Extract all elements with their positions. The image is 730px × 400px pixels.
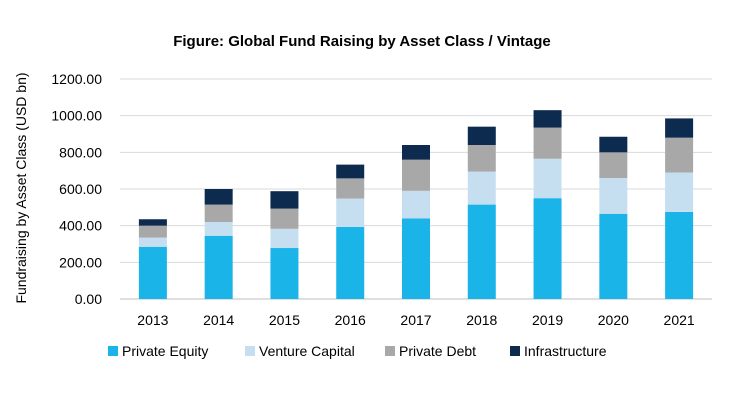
legend-item-infrastructure: Infrastructure bbox=[510, 343, 607, 359]
bar-segment-private-debt bbox=[599, 152, 628, 178]
bar-segment-venture-capital bbox=[204, 222, 233, 236]
bar-segment-venture-capital bbox=[533, 158, 562, 199]
y-tick-label: 400.00 bbox=[59, 218, 102, 234]
bar-stack bbox=[665, 118, 694, 299]
x-tick-label: 2014 bbox=[203, 312, 234, 328]
bar-segment-venture-capital bbox=[665, 172, 694, 212]
bar-segment-private-equity bbox=[533, 198, 562, 299]
bar-segment-infrastructure bbox=[533, 110, 562, 128]
legend-swatch bbox=[245, 346, 255, 356]
bar-stack bbox=[204, 189, 233, 299]
y-tick-label: 1000.00 bbox=[51, 108, 102, 124]
y-tick-label: 200.00 bbox=[59, 254, 102, 270]
y-tick-label: 1200.00 bbox=[51, 71, 102, 87]
bar-segment-infrastructure bbox=[467, 126, 496, 145]
legend-item-private-debt: Private Debt bbox=[385, 343, 476, 359]
bar-segment-private-equity bbox=[402, 218, 430, 299]
bar-segment-private-debt bbox=[138, 225, 167, 238]
bar-segment-private-debt bbox=[665, 137, 694, 173]
y-tick-label: 600.00 bbox=[59, 181, 102, 197]
bar-segment-venture-capital bbox=[270, 228, 299, 249]
bar-stack bbox=[467, 126, 496, 299]
bar-segment-private-equity bbox=[467, 204, 496, 299]
bar-segment-venture-capital bbox=[467, 171, 496, 205]
x-tick-label: 2019 bbox=[532, 312, 563, 328]
x-tick-label: 2015 bbox=[269, 312, 300, 328]
bars bbox=[138, 110, 694, 299]
legend-swatch bbox=[510, 346, 520, 356]
bar-segment-private-equity bbox=[665, 211, 694, 299]
legend-item-venture-capital: Venture Capital bbox=[245, 343, 355, 359]
y-axis-label: Fundraising by Asset Class (USD bn) bbox=[13, 72, 29, 303]
bar-segment-private-equity bbox=[599, 213, 628, 299]
y-tick-label: 800.00 bbox=[59, 144, 102, 160]
bar-segment-private-debt bbox=[336, 178, 365, 199]
x-tick-label: 2016 bbox=[335, 312, 366, 328]
bar-segment-infrastructure bbox=[204, 189, 233, 205]
bar-segment-private-debt bbox=[467, 145, 496, 172]
bar-segment-infrastructure bbox=[138, 219, 167, 226]
x-tick-label: 2021 bbox=[664, 312, 695, 328]
bar-stack bbox=[599, 136, 628, 299]
bar-segment-private-equity bbox=[204, 235, 233, 299]
bar-stack bbox=[402, 145, 430, 299]
bar-segment-infrastructure bbox=[665, 118, 694, 138]
y-tick-label: 0.00 bbox=[75, 291, 102, 307]
bar-segment-private-debt bbox=[533, 127, 562, 159]
bar-segment-private-equity bbox=[270, 248, 299, 299]
bar-stack bbox=[533, 110, 562, 299]
bar-segment-private-debt bbox=[204, 204, 233, 222]
x-tick-label: 2013 bbox=[137, 312, 168, 328]
x-tick-label: 2017 bbox=[400, 312, 431, 328]
bar-segment-private-equity bbox=[138, 246, 167, 299]
legend: Private Equity Venture Capital Private Deb… bbox=[108, 343, 607, 359]
legend-label: Venture Capital bbox=[259, 343, 355, 359]
legend-label: Private Equity bbox=[122, 343, 208, 359]
legend-item-private-equity: Private Equity bbox=[108, 343, 208, 359]
x-axis-tick-labels: 2013 2014 2015 2016 2017 2018 2019 2020 2021 bbox=[137, 312, 695, 328]
bar-stack bbox=[138, 219, 167, 299]
bar-segment-infrastructure bbox=[270, 191, 299, 209]
bar-segment-venture-capital bbox=[138, 237, 167, 247]
bar-segment-venture-capital bbox=[336, 198, 365, 227]
x-tick-label: 2020 bbox=[598, 312, 629, 328]
bar-segment-venture-capital bbox=[402, 190, 430, 219]
bar-segment-venture-capital bbox=[599, 178, 628, 214]
chart-title: Figure: Global Fund Raising by Asset Cla… bbox=[173, 33, 551, 50]
bar-segment-private-equity bbox=[336, 226, 365, 299]
legend-label: Infrastructure bbox=[524, 343, 607, 359]
bar-segment-infrastructure bbox=[336, 164, 365, 179]
legend-swatch bbox=[385, 346, 395, 356]
bar-segment-infrastructure bbox=[402, 145, 430, 160]
x-tick-label: 2018 bbox=[466, 312, 497, 328]
bar-stack bbox=[336, 164, 365, 299]
legend-swatch bbox=[108, 346, 118, 356]
bar-segment-private-debt bbox=[270, 208, 299, 229]
y-axis-tick-labels: 0.00 200.00 400.00 600.00 800.00 1000.00 1200.… bbox=[51, 71, 102, 307]
bar-segment-private-debt bbox=[402, 159, 430, 191]
legend-label: Private Debt bbox=[399, 343, 476, 359]
bar-stack bbox=[270, 191, 299, 299]
bar-segment-infrastructure bbox=[599, 136, 628, 153]
